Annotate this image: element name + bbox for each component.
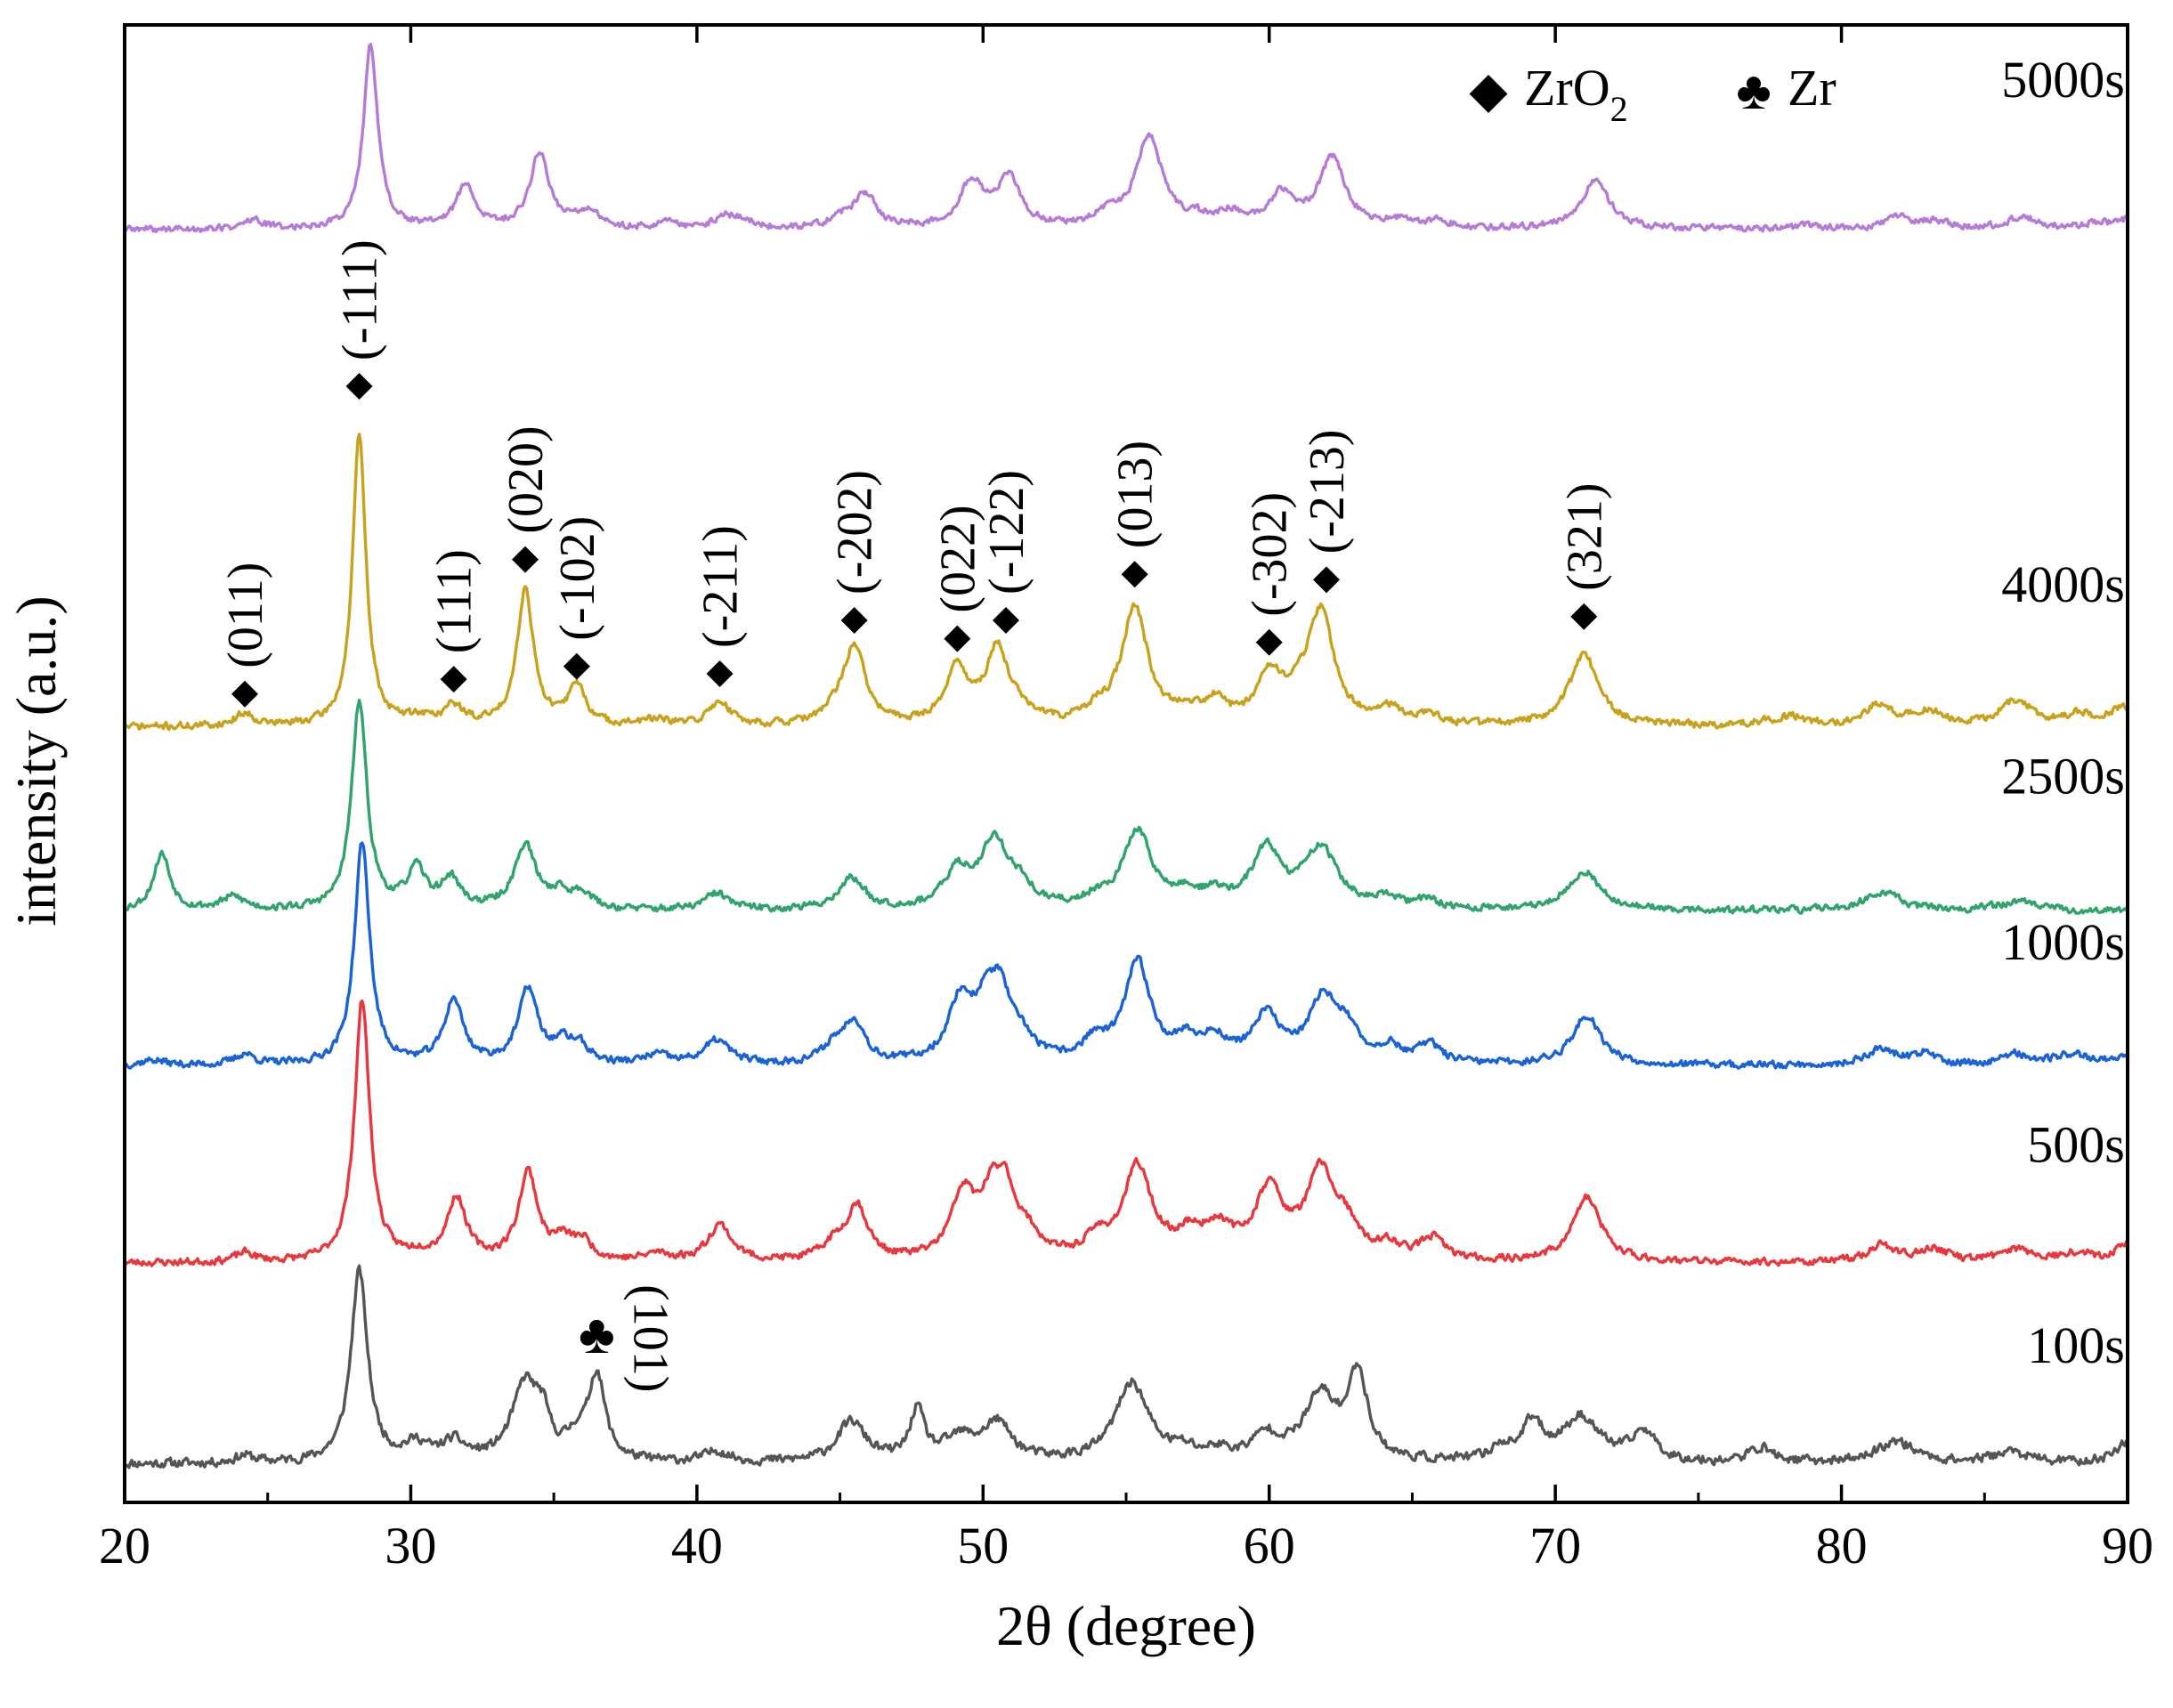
- series-line-100s: [124, 1264, 2129, 1469]
- peak-diamond-icon-020: [512, 546, 539, 573]
- x-axis-title: 2θ (degree): [996, 1594, 1256, 1657]
- x-tick-label-50: 50: [957, 1517, 1009, 1574]
- series-line-4000s: [123, 433, 2129, 732]
- x-tick-label-60: 60: [1244, 1517, 1295, 1574]
- peak-diamond-icon-m302: [1255, 628, 1283, 656]
- peak-label-m202: (-202): [828, 470, 883, 595]
- peak-label-101: (101): [622, 1284, 677, 1392]
- axes-layer: 20 30 40 50 60 70 80 90: [99, 23, 2153, 1574]
- x-tick-label-90: 90: [2102, 1517, 2153, 1574]
- peak-diamond-icon-011: [231, 680, 258, 708]
- peak-label-m211: (-211): [693, 525, 749, 648]
- series-label-1000s: 1000s: [2001, 913, 2125, 971]
- annotation-layer: (011) (-111) (111) (020)(-102) (-211) (-202) (…: [218, 239, 1612, 1392]
- series-label-100s: 100s: [2027, 1316, 2125, 1374]
- peak-diamond-icon-321: [1570, 603, 1598, 630]
- series-line-500s: [124, 999, 2129, 1267]
- peak-label-013: (013): [1108, 441, 1164, 548]
- peak-diamond-icon-m213: [1313, 566, 1340, 594]
- peak-label-m302: (-302): [1243, 492, 1298, 617]
- peak-diamond-icon-m111: [345, 373, 373, 401]
- peak-label-m111: (-111): [333, 239, 388, 360]
- legend-diamond-icon: ◆: [1469, 63, 1507, 118]
- series-label-2500s: 2500s: [2001, 748, 2125, 805]
- series-label-500s: 500s: [2027, 1116, 2125, 1174]
- x-tick-label-80: 80: [1816, 1517, 1868, 1574]
- peak-label-022: (022): [930, 505, 985, 612]
- peak-diamond-icon-111: [440, 666, 467, 693]
- series-label-4000s: 4000s: [2001, 555, 2125, 613]
- x-tick-label-20: 20: [99, 1517, 150, 1574]
- legend-label-zr: Zr: [1788, 59, 1837, 117]
- legend-label-zro2: ZrO2: [1524, 59, 1628, 129]
- legend-club-icon: ♣: [1736, 61, 1771, 120]
- series-line-5000s: [124, 43, 2129, 233]
- peak-diamond-icon-m102: [563, 652, 590, 680]
- peak-label-m102: (-102): [550, 516, 605, 641]
- x-tick-label-40: 40: [671, 1517, 723, 1574]
- peak-diamond-icon-m211: [706, 660, 734, 687]
- series-line-1000s: [123, 841, 2129, 1070]
- peak-diamond-icon-m202: [840, 606, 868, 634]
- legend-label-zro2-sub: 2: [1610, 89, 1628, 129]
- peak-label-020: (020): [499, 425, 554, 533]
- legend-label-zro2-main: ZrO: [1524, 59, 1610, 117]
- y-axis-title: intensity (a.u.): [4, 595, 68, 926]
- peak-label-m122: (-122): [979, 470, 1034, 595]
- peak-label-011: (011): [218, 563, 273, 668]
- peak-label-m213: (-213): [1300, 429, 1355, 554]
- legend: ◆ ZrO2 ♣ Zr: [1469, 59, 1836, 129]
- peak-diamond-icon-022: [944, 625, 971, 652]
- peak-diamond-icon-013: [1121, 561, 1148, 588]
- peak-label-321: (321): [1557, 483, 1612, 591]
- x-tick-label-70: 70: [1529, 1517, 1581, 1574]
- peak-diamond-icon-m122: [993, 606, 1019, 634]
- series-layer: 100s 500s 1000s 2500s 4000s 5000s: [123, 43, 2129, 1469]
- peak-label-111: (111): [427, 549, 482, 653]
- x-tick-label-30: 30: [385, 1517, 436, 1574]
- series-line-2500s: [123, 698, 2129, 915]
- series-label-5000s: 5000s: [2001, 51, 2125, 109]
- peak-club-icon-101: ♣: [579, 1305, 615, 1365]
